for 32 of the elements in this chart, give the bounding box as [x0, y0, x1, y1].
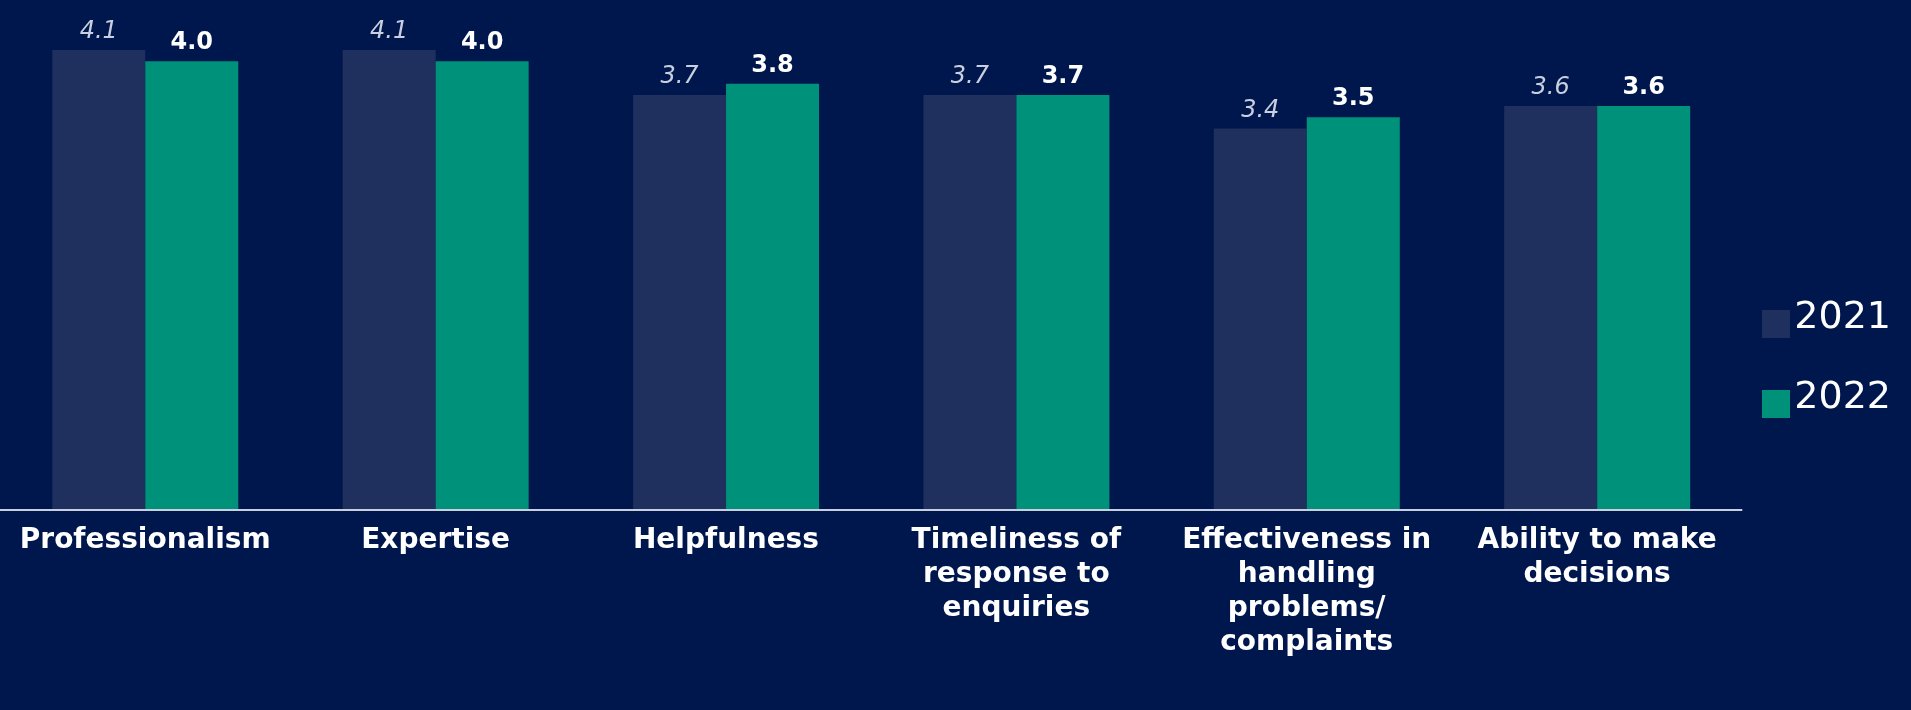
bar	[342, 50, 436, 510]
bar	[726, 83, 820, 510]
x-tick-label: Effectiveness in handling problems/ complaints	[1182, 522, 1432, 657]
bar	[1306, 117, 1400, 510]
x-tick-label: Expertise	[361, 522, 510, 555]
bar	[52, 50, 146, 510]
bar	[145, 61, 239, 510]
data-label: 3.6	[1531, 72, 1570, 101]
data-label: 4.1	[370, 16, 409, 44]
bar	[1597, 106, 1691, 510]
bar	[633, 94, 727, 510]
x-tick-label: Helpfulness	[632, 522, 819, 555]
data-label: 3.7	[660, 60, 700, 89]
data-label: 3.6	[1622, 72, 1665, 101]
bar	[1213, 128, 1307, 510]
bar	[1016, 94, 1110, 510]
data-label: 3.5	[1332, 83, 1375, 112]
legend-label: 2021	[1794, 293, 1891, 337]
bar	[923, 94, 1017, 510]
data-label: 3.7	[950, 60, 990, 89]
data-label: 3.8	[751, 49, 794, 78]
bar	[1504, 106, 1598, 510]
bar	[435, 61, 529, 510]
legend-label: 2022	[1794, 373, 1891, 417]
x-tick-label: Timeliness of response to enquiries	[911, 522, 1122, 623]
data-label: 4.0	[170, 27, 214, 56]
data-label: 3.4	[1241, 94, 1280, 123]
x-tick-label: Ability to make decisions	[1477, 522, 1717, 589]
data-label: 4.1	[79, 16, 118, 44]
x-tick-label: Professionalism	[19, 522, 271, 555]
data-label: 4.0	[460, 27, 504, 56]
data-label: 3.7	[1041, 60, 1085, 89]
